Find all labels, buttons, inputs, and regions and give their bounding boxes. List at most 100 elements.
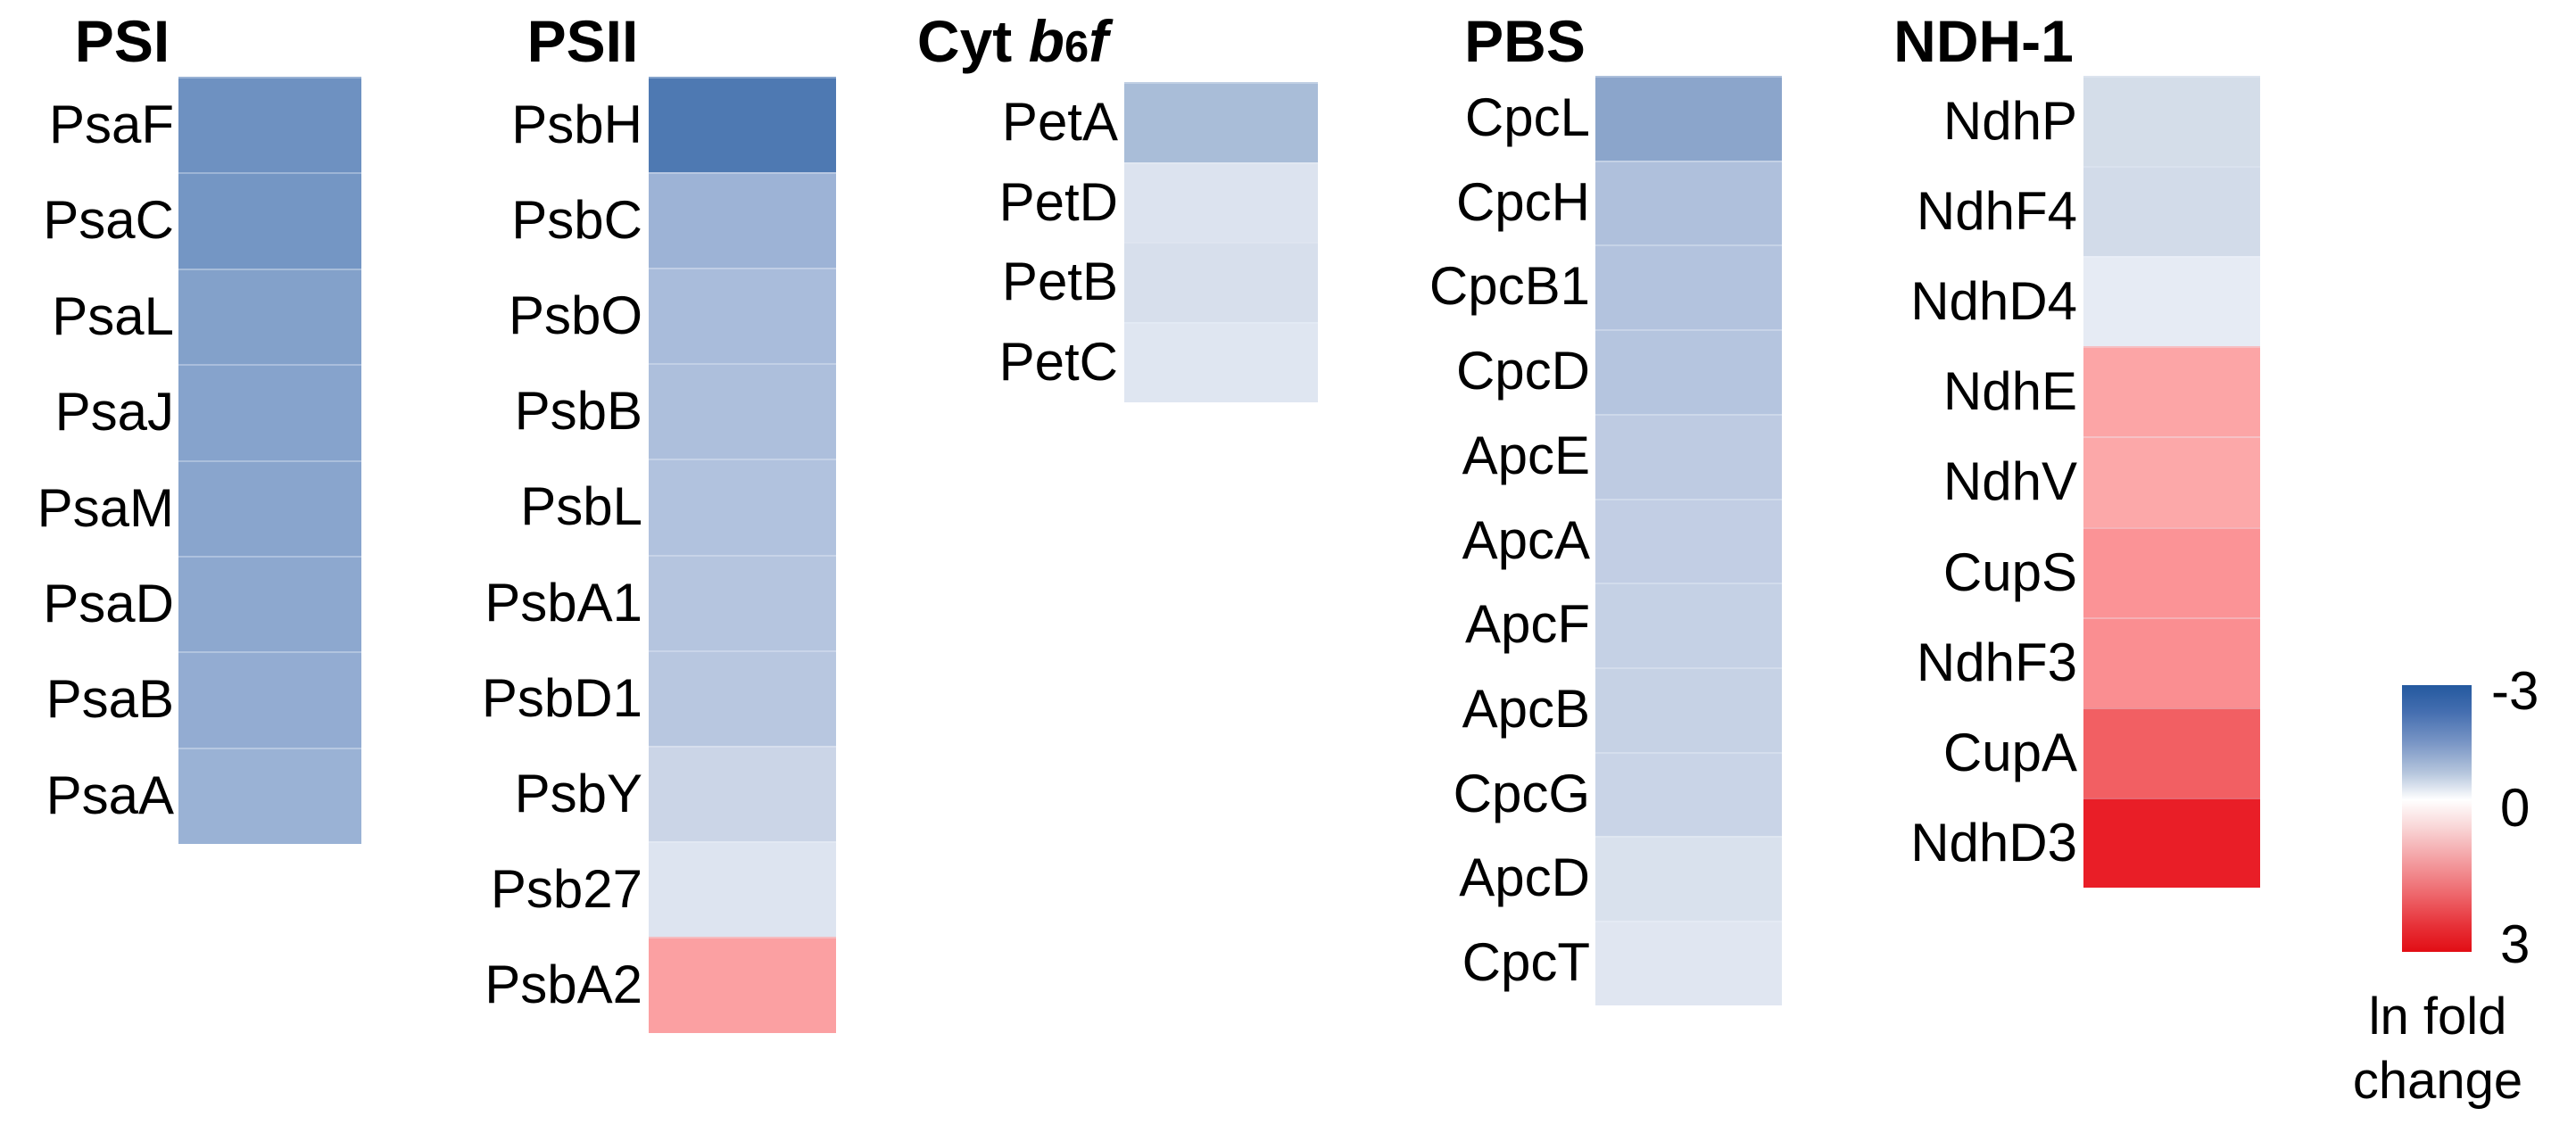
row-label-psby: PsbY [514, 763, 642, 823]
row-label-ndhd3: NdhD3 [1910, 812, 2077, 872]
row-label-cpcl: CpcL [1464, 87, 1590, 147]
colorbar-gradient [2402, 685, 2472, 952]
row-label-psaj: PsaJ [54, 382, 174, 442]
heatmap-cell-psii-psba1 [649, 554, 836, 651]
row-label-cpcd: CpcD [1455, 341, 1590, 401]
heatmap-cell-pbs-apce [1595, 413, 1782, 500]
heatmap-cell-psi-psal [178, 268, 361, 365]
heatmap-cell-psi-psac [178, 172, 361, 269]
heatmap-cell-pbs-cpcd [1595, 329, 1782, 415]
heatmap-cell-psii-psbl [649, 459, 836, 556]
heatmap-cell-psii-psbc [649, 172, 836, 269]
panel-title-psii: PSII [527, 7, 639, 75]
row-label-psbl: PsbL [520, 476, 642, 537]
row-label-ndhp: NdhP [1942, 91, 2077, 151]
row-label-apcf: ApcF [1464, 594, 1590, 655]
heatmap-cell-psii-psbo [649, 268, 836, 364]
row-label-peta: PetA [1001, 92, 1118, 152]
row-label-ndhf3: NdhF3 [1916, 632, 2077, 692]
heatmap-cell-psii-psbb [649, 363, 836, 459]
panel-title-ndh1: NDH-1 [1893, 7, 2074, 75]
row-label-apce: ApcE [1462, 425, 1590, 485]
row-label-petd: PetD [998, 171, 1118, 232]
heatmap-cell-psii-psb27 [649, 840, 836, 938]
panel-title-run: f [1089, 8, 1109, 74]
row-label-psad: PsaD [43, 574, 174, 633]
row-label-cpct: CpcT [1462, 932, 1590, 992]
heatmap-cell-psi-psad [178, 556, 361, 652]
colorbar-caption-line2: change [2352, 1052, 2523, 1110]
heatmap-cell-psii-psba2 [649, 936, 836, 1033]
row-label-petb: PetB [1001, 252, 1118, 311]
heatmap-cell-ndh1-ndhv [2083, 436, 2260, 528]
heatmap-cell-pbs-cpch [1595, 160, 1782, 245]
heatmap-cell-psii-psby [649, 745, 836, 842]
heatmap-cell-pbs-apca [1595, 498, 1782, 583]
row-label-psba1: PsbA1 [485, 572, 642, 633]
heatmap-cell-psi-psam [178, 459, 361, 557]
row-label-psaa: PsaA [46, 765, 174, 825]
row-label-psal: PsaL [52, 285, 174, 346]
row-label-cpch: CpcH [1455, 171, 1590, 232]
row-label-ndhd4: NdhD4 [1910, 271, 2077, 332]
heatmap-cell-pbs-cpct [1595, 921, 1782, 1006]
heatmap-cell-pbs-apcb [1595, 666, 1782, 753]
row-label-ndhv: NdhV [1942, 451, 2077, 512]
heatmap-cell-psii-psbd1 [649, 649, 836, 747]
panel-title-run: 6 [1064, 23, 1089, 71]
row-label-ndhf4: NdhF4 [1916, 181, 2077, 242]
panel-title-run: b [1028, 8, 1064, 74]
heatmap-cell-ndh1-ndhp [2083, 76, 2260, 167]
heatmap-cell-ndh1-ndhf3 [2083, 616, 2260, 708]
row-label-psbd1: PsbD1 [481, 667, 642, 728]
heatmap-cell-ndh1-ndhe [2083, 346, 2260, 437]
row-label-apcd: ApcD [1459, 847, 1590, 908]
row-label-psac: PsaC [43, 190, 174, 251]
row-label-psba2: PsbA2 [485, 954, 642, 1014]
heatmap-cell-ndh1-ndhf4 [2083, 166, 2260, 257]
row-label-psbb: PsbB [514, 381, 642, 442]
heatmap-cell-cytb6f-petc [1124, 321, 1318, 402]
heatmap-cell-cytb6f-petb [1124, 242, 1318, 323]
heatmap-cell-pbs-cpcl [1595, 76, 1782, 161]
colorbar-tick-max-positive: 3 [2500, 914, 2530, 974]
heatmap-cell-psi-psaj [178, 364, 361, 461]
row-label-cpcg: CpcG [1453, 763, 1590, 823]
heatmap-cell-cytb6f-peta [1124, 82, 1318, 163]
row-label-ndhe: NdhE [1942, 361, 2077, 422]
panel-title-psi: PSI [75, 7, 170, 75]
row-label-apca: ApcA [1462, 509, 1590, 570]
row-label-psam: PsaM [37, 477, 174, 538]
row-label-apcb: ApcB [1462, 678, 1590, 739]
row-label-psaf: PsaF [48, 95, 174, 154]
row-label-psb27: Psb27 [490, 858, 642, 919]
row-label-cpcb1: CpcB1 [1429, 256, 1590, 317]
panel-title-pbs: PBS [1464, 7, 1586, 75]
heatmap-cell-psi-psaa [178, 747, 361, 844]
heatmap-cell-ndh1-ndhd3 [2083, 797, 2260, 889]
panel-title-run: PSII [526, 8, 639, 74]
colorbar-tick-zero: 0 [2500, 777, 2530, 838]
row-label-psab: PsaB [46, 669, 174, 730]
heatmap-cell-psii-psbh [649, 77, 836, 173]
row-label-cups: CupS [1942, 542, 2077, 602]
row-label-psbo: PsbO [508, 285, 642, 346]
colorbar-caption-line1: ln fold [2368, 988, 2507, 1046]
panel-title-run: NDH-1 [1893, 8, 2074, 74]
heatmap-cell-psi-psaf [178, 77, 361, 173]
row-label-psbh: PsbH [511, 95, 642, 154]
heatmap-cell-pbs-apcf [1595, 583, 1782, 668]
row-label-petc: PetC [998, 331, 1118, 392]
row-label-cupa: CupA [1942, 722, 2077, 782]
row-label-psbc: PsbC [511, 190, 642, 251]
heatmap-cell-pbs-cpcb1 [1595, 244, 1782, 330]
heatmap-cell-psi-psab [178, 651, 361, 748]
heatmap-cell-ndh1-cups [2083, 526, 2260, 618]
panel-title-cytb6f: Cyt b6f [917, 7, 1108, 81]
heatmap-cell-pbs-apcd [1595, 836, 1782, 922]
colorbar-tick-max-negative: -3 [2491, 661, 2539, 721]
heatmap-cell-ndh1-ndhd4 [2083, 256, 2260, 347]
panel-title-run: PSI [74, 8, 170, 74]
panel-title-run: PBS [1464, 8, 1586, 74]
